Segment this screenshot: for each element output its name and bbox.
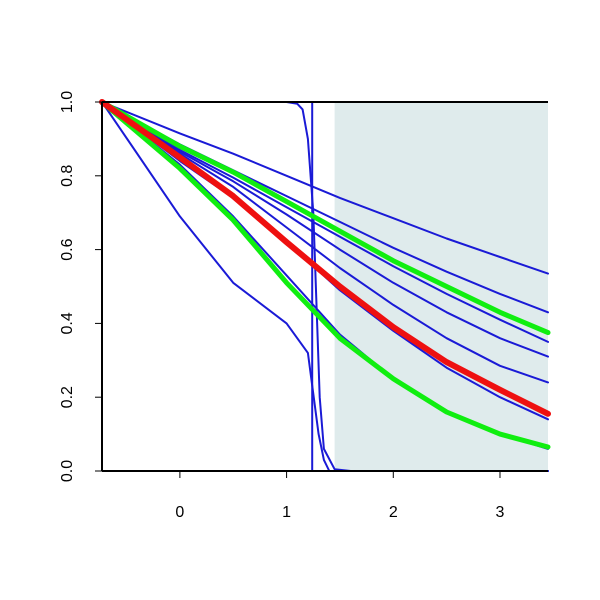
series-line-1: [101, 101, 549, 275]
series-line-12: [99, 99, 551, 450]
y-tick-label: 0.4: [59, 312, 76, 334]
y-tick-label: 0.2: [59, 386, 76, 408]
x-tick-label: 3: [496, 504, 505, 521]
series-line-3: [101, 101, 549, 343]
y-tick-label: 0.8: [59, 165, 76, 187]
series-line-5: [101, 101, 549, 384]
series-line-11: [99, 99, 551, 336]
x-tick-label: 1: [282, 504, 291, 521]
x-tick-label: 2: [389, 504, 398, 521]
series-line-9: [101, 101, 549, 472]
x-tick-label: 0: [175, 504, 184, 521]
y-tick-label: 1.0: [59, 91, 76, 113]
y-tick-label: 0.6: [59, 238, 76, 260]
series-line-13: [99, 99, 551, 417]
ticks-layer: 0 1 2 3 0.0 0.2 0.4 0.6 0.8 1.0: [59, 91, 505, 521]
series-line-4: [101, 101, 549, 358]
y-tick-label: 0.0: [59, 460, 76, 482]
axes-layer: [101, 101, 548, 472]
